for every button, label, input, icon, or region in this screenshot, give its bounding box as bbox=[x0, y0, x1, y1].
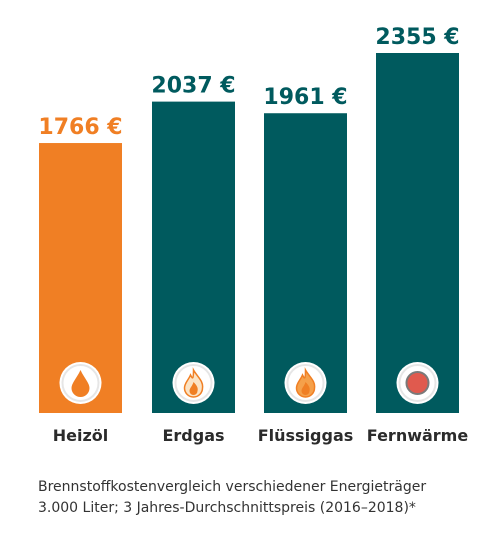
bars-group bbox=[39, 53, 459, 414]
liquid-gas-flame-icon bbox=[284, 362, 327, 404]
bar-fernwärme bbox=[376, 53, 459, 413]
bar-chart: 1766 € Heizöl 2037 € Erdgas 1961 € Flüssiggas… bbox=[38, 25, 468, 445]
value-label: 1766 € bbox=[38, 115, 122, 140]
caption-line-1: Brennstoffkostenvergleich verschiedener … bbox=[38, 479, 427, 495]
chart-caption: Brennstoffkostenvergleich verschiedener … bbox=[38, 477, 488, 519]
bar-erdgas bbox=[152, 101, 235, 414]
caption-line-2: 3.000 Liter; 3 Jahres-Durchschnittspreis… bbox=[38, 500, 416, 516]
value-label: 1961 € bbox=[263, 85, 347, 110]
district-heat-icon bbox=[396, 362, 439, 404]
category-label: Flüssiggas bbox=[258, 426, 354, 445]
value-label: 2355 € bbox=[375, 25, 459, 50]
gas-flame-icon bbox=[172, 362, 215, 404]
value-label: 2037 € bbox=[151, 74, 235, 99]
labels-group: 1766 € Heizöl 2037 € Erdgas 1961 € Flüssiggas… bbox=[38, 25, 468, 445]
category-label: Fernwärme bbox=[367, 426, 469, 445]
category-label: Heizöl bbox=[53, 426, 109, 445]
oil-drop-icon bbox=[59, 362, 102, 404]
category-label: Erdgas bbox=[162, 426, 224, 445]
